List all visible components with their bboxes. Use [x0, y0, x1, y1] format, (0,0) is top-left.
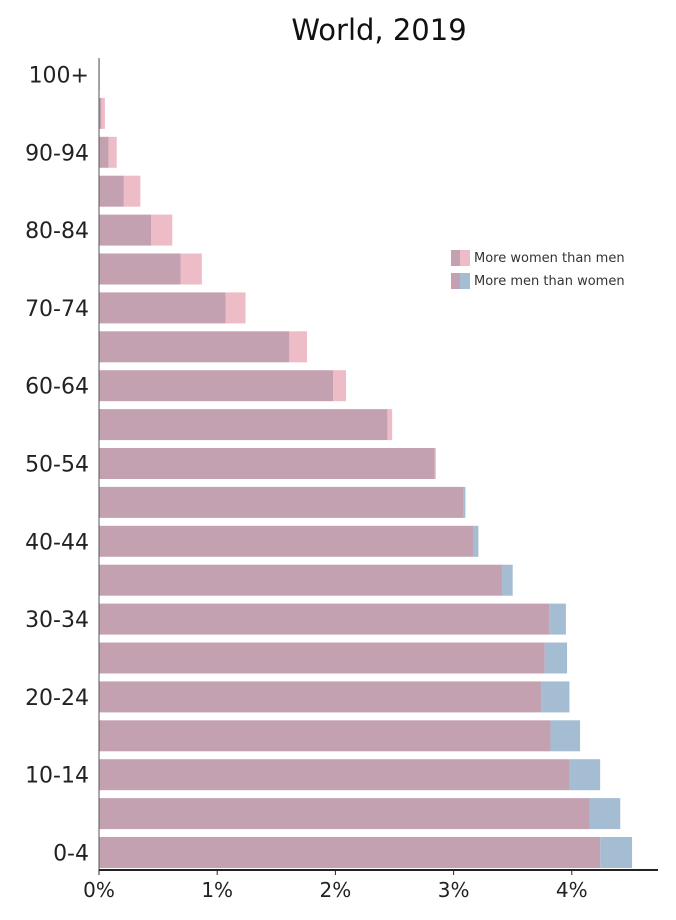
y-tick-label: 100+	[29, 64, 89, 89]
bar-excess-40-44	[473, 525, 479, 557]
bar-excess-90-94	[108, 136, 117, 168]
bar-excess-70-74	[225, 292, 246, 324]
bars-group	[99, 59, 633, 868]
x-tick-label: 3%	[438, 878, 470, 902]
y-tick-label: 20-24	[25, 686, 89, 711]
x-tick-label: 2%	[320, 878, 352, 902]
y-tick-label: 80-84	[25, 219, 89, 244]
bar-overlap-5-9	[99, 798, 590, 830]
bar-excess-30-34	[549, 603, 566, 635]
y-tick-label: 40-44	[25, 530, 89, 555]
bar-excess-50-54	[434, 448, 436, 479]
bar-excess-60-64	[333, 370, 347, 402]
x-tick-label: 4%	[556, 878, 588, 902]
bar-excess-25-29	[544, 642, 568, 674]
bar-excess-55-59	[387, 409, 393, 441]
bar-excess-95-99	[101, 97, 105, 129]
bar-overlap-80-84	[99, 214, 152, 246]
bar-excess-5-9	[589, 798, 621, 830]
legend-swatch-base	[451, 250, 460, 266]
y-tick-label: 0-4	[53, 842, 89, 867]
bar-overlap-35-39	[99, 564, 503, 596]
y-tick-label: 10-14	[25, 764, 89, 789]
bar-excess-85-89	[123, 175, 141, 207]
bar-excess-10-14	[569, 759, 601, 791]
bar-excess-35-39	[502, 564, 513, 596]
legend-label: More women than men	[474, 251, 625, 266]
bar-overlap-0-4	[99, 837, 601, 868]
x-tick-label: 0%	[83, 878, 115, 902]
bar-overlap-70-74	[99, 292, 226, 324]
y-tick-label: 30-34	[25, 608, 89, 633]
y-tick-label: 50-54	[25, 453, 89, 478]
chart-title: World, 2019	[291, 13, 466, 47]
bar-excess-65-69	[289, 331, 308, 363]
legend-swatch-base	[451, 273, 460, 289]
y-tick-label: 90-94	[25, 141, 89, 166]
y-tick-label: 70-74	[25, 297, 89, 322]
legend: More women than men More men than women	[451, 250, 625, 289]
bar-overlap-25-29	[99, 642, 545, 674]
bar-excess-0-4	[600, 837, 633, 868]
bar-overlap-45-49	[99, 486, 464, 518]
bar-overlap-90-94	[99, 136, 109, 168]
bar-overlap-40-44	[99, 525, 474, 557]
bar-overlap-95-99	[99, 97, 102, 129]
bar-overlap-65-69	[99, 331, 290, 363]
legend-swatch	[460, 250, 470, 266]
bar-overlap-15-19	[99, 720, 551, 752]
y-tick-label: 60-64	[25, 375, 89, 400]
bar-excess-80-84	[151, 214, 173, 246]
bar-excess-15-19	[550, 720, 581, 752]
bar-overlap-85-89	[99, 175, 124, 207]
bar-excess-75-79	[180, 253, 202, 285]
bar-overlap-30-34	[99, 603, 550, 635]
bar-overlap-20-24	[99, 681, 542, 713]
legend-label: More men than women	[474, 274, 625, 289]
bar-overlap-55-59	[99, 409, 388, 441]
bar-overlap-60-64	[99, 370, 334, 402]
y-tick-labels: 0-4 10-14 20-24 30-34 40-44 50-54 60-64 70-74 80…	[25, 58, 100, 870]
bar-overlap-75-79	[99, 253, 181, 285]
x-tick-label: 1%	[201, 878, 233, 902]
bar-excess-45-49	[463, 486, 466, 518]
bar-overlap-10-14	[99, 759, 570, 791]
x-axis: 0% 1% 2% 3% 4%	[83, 869, 658, 902]
bar-overlap-50-54	[99, 448, 435, 479]
legend-swatch	[460, 273, 470, 289]
bar-excess-20-24	[541, 681, 570, 713]
